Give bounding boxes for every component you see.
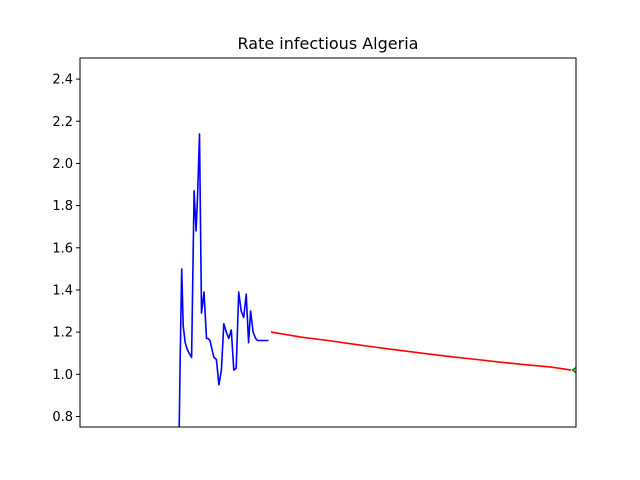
y-tick-label: 2.2 [52, 115, 73, 130]
plot-frame [79, 57, 577, 428]
series-layer [178, 133, 576, 427]
y-tick-label: 1.0 [52, 368, 73, 383]
y-axis: 0.8 1.0 1.2 1.4 1.6 1.8 2.0 2.2 2.4 [52, 73, 80, 425]
y-tick-label: 1.2 [52, 326, 73, 341]
y-tick-label: 1.6 [52, 241, 73, 256]
series-line-1 [178, 133, 269, 427]
series-line-3 [571, 366, 576, 374]
y-tick-label: 1.8 [52, 199, 73, 214]
y-tick-label: 2.4 [52, 73, 73, 88]
y-tick-label: 2.0 [52, 157, 73, 172]
series-line-2 [270, 331, 572, 371]
y-tick-label: 0.8 [52, 410, 73, 425]
chart-title: Rate infectious Algeria [238, 34, 419, 53]
y-tick-label: 1.4 [52, 283, 73, 298]
